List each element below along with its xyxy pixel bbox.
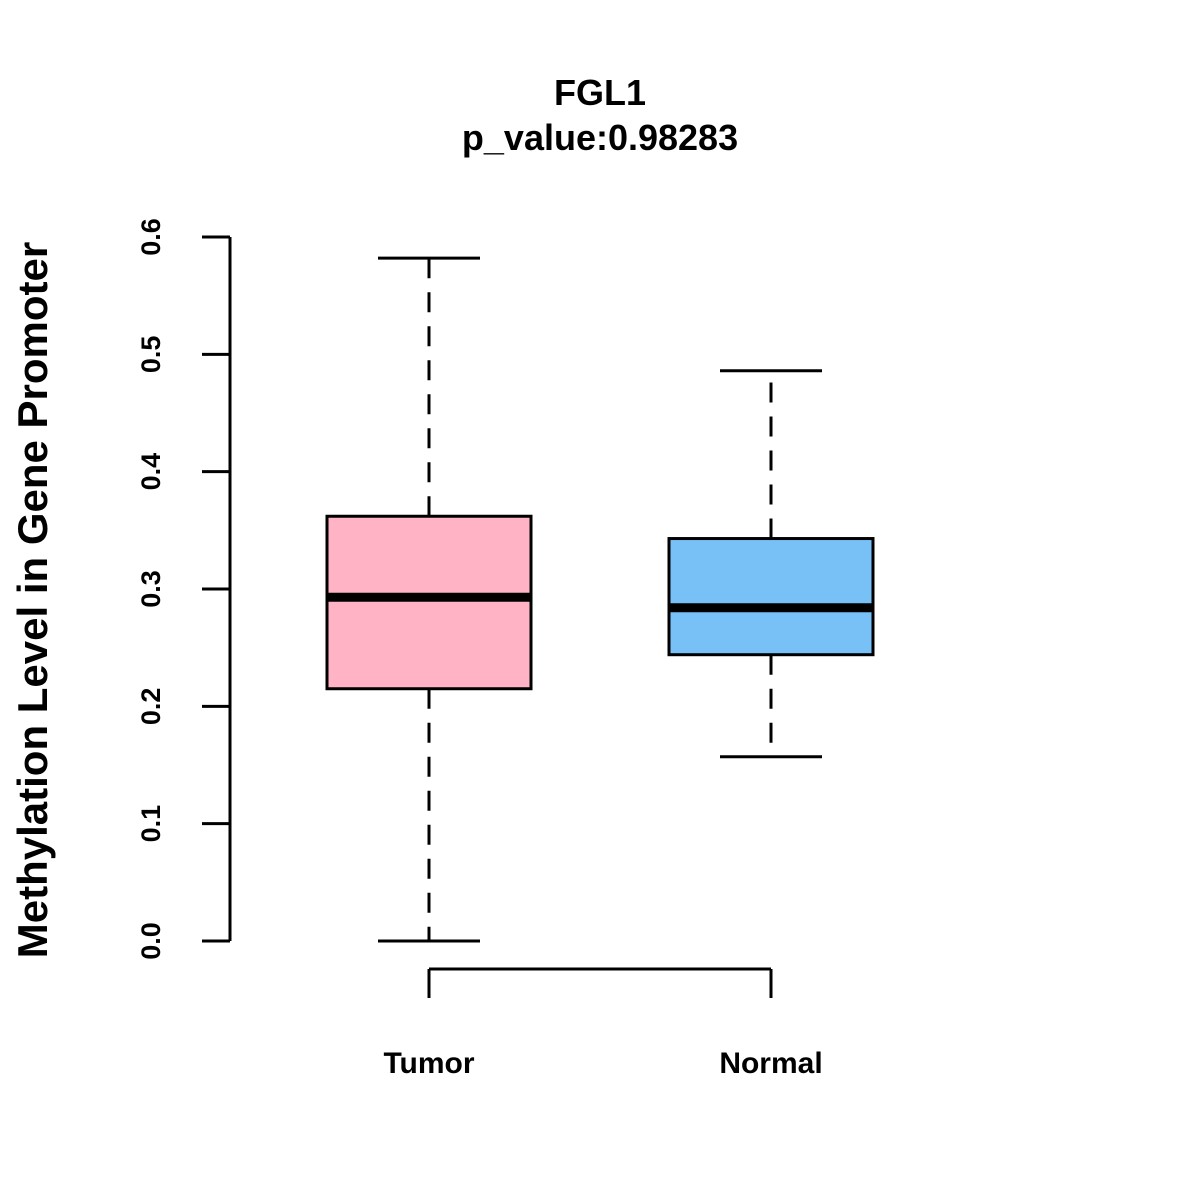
- boxes-group: [325, 256, 875, 943]
- x-axis: Tumor Normal: [383, 967, 823, 1080]
- y-axis-label: Methylation Level in Gene Promoter: [9, 242, 56, 958]
- box-tumor: [325, 256, 533, 943]
- box-normal: [667, 369, 875, 759]
- y-axis: 0.0 0.1 0.2 0.3 0.4 0.5 0.6: [136, 218, 232, 960]
- y-tick-label: 0.4: [136, 453, 166, 491]
- y-tick-label: 0.0: [136, 922, 166, 960]
- y-tick-label: 0.6: [136, 218, 166, 256]
- y-tick-label: 0.2: [136, 688, 166, 726]
- y-tick-label: 0.5: [136, 336, 166, 374]
- chart-title: FGL1: [554, 72, 646, 113]
- x-tick-label-normal: Normal: [719, 1047, 822, 1080]
- iqr-box: [667, 537, 875, 657]
- iqr-box: [325, 514, 533, 691]
- y-tick-label: 0.3: [136, 570, 166, 608]
- chart-subtitle: p_value:0.98283: [462, 117, 738, 158]
- y-tick-label: 0.1: [136, 805, 166, 843]
- x-tick-label-tumor: Tumor: [383, 1047, 474, 1080]
